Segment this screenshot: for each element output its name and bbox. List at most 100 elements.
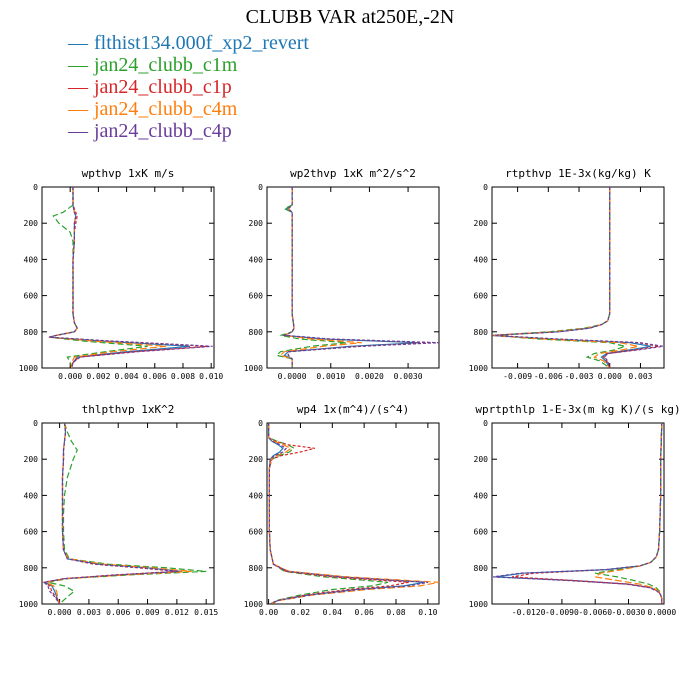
x-tick-label: 0.010 [199, 372, 223, 381]
x-tick-label: 0.008 [171, 372, 195, 381]
y-tick-label: 800 [474, 328, 489, 337]
y-tick-label: 1000 [469, 600, 488, 609]
chart-panel: wprtpthlp 1-E-3x(m kg K)/(s kg) 0 200 400 60… [469, 403, 681, 617]
legend-marker: — [68, 98, 88, 120]
chart-title: rtpthvp 1E-3x(kg/kg) K [505, 167, 651, 180]
y-tick-label: 0 [258, 419, 263, 428]
x-tick-label: -0.009 [503, 372, 532, 381]
legend-label: jan24_clubb_c1m [94, 54, 238, 76]
series-line [492, 187, 628, 368]
x-tick-label: 0.00 [259, 608, 278, 617]
chart-frame [491, 186, 665, 369]
series-line [42, 423, 179, 604]
y-tick-label: 800 [24, 328, 39, 337]
series-line [282, 187, 439, 368]
legend-label: jan24_clubb_c1p [94, 76, 232, 98]
series-line [275, 187, 347, 368]
chart-frame [266, 186, 440, 369]
x-tick-label: 0.003 [77, 608, 101, 617]
y-tick-label: 800 [474, 564, 489, 573]
y-tick-label: 200 [474, 455, 489, 464]
chart-title: wprtpthlp 1-E-3x(m kg K)/(s kg) [475, 403, 680, 416]
legend-item: — flthist134.000f_xp2_revert [68, 32, 309, 54]
series-line [43, 423, 192, 604]
x-tick-label: 0.0010 [316, 372, 345, 381]
legend-marker: — [68, 32, 88, 54]
legend-marker: — [68, 54, 88, 76]
y-tick-label: 0 [483, 183, 488, 192]
x-tick-label: 0.006 [106, 608, 130, 617]
series-line [492, 187, 664, 368]
chart-title: wpthvp 1xK m/s [82, 167, 175, 180]
y-tick-label: 600 [249, 292, 264, 301]
chart-frame [41, 422, 215, 605]
y-tick-label: 1000 [19, 364, 38, 373]
x-tick-label: 0.08 [386, 608, 405, 617]
x-tick-label: 0.002 [86, 372, 110, 381]
x-tick-label: 0.009 [135, 608, 159, 617]
legend-label: jan24_clubb_c4p [94, 120, 232, 142]
x-tick-label: 0.0020 [355, 372, 384, 381]
y-tick-label: 800 [24, 564, 39, 573]
chart-panel: thlpthvp 1xK^2 0 200 400 600 800 1000 0.000 0.00… [19, 403, 219, 617]
chart-frame [266, 422, 440, 605]
y-tick-label: 800 [249, 328, 264, 337]
figure-title: CLUBB VAR at250E,-2N [245, 6, 455, 28]
series-line [268, 423, 429, 604]
series-line [511, 423, 663, 604]
series-line [268, 423, 389, 604]
y-tick-label: 600 [249, 528, 264, 537]
legend-label: flthist134.000f_xp2_revert [94, 32, 309, 54]
y-tick-label: 200 [24, 455, 39, 464]
y-tick-label: 400 [474, 491, 489, 500]
chart-frame [491, 422, 665, 605]
x-tick-label: 0.0000 [278, 372, 307, 381]
x-tick-label: 0.000 [598, 372, 622, 381]
y-tick-label: 600 [474, 292, 489, 301]
series-line [493, 423, 663, 604]
series-line [47, 423, 207, 604]
y-tick-label: 0 [258, 183, 263, 192]
x-tick-label: -0.003 [565, 372, 594, 381]
y-tick-label: 200 [249, 455, 264, 464]
y-tick-label: 1000 [244, 600, 263, 609]
legend-item: — jan24_clubb_c1m [68, 54, 237, 76]
y-tick-label: 1000 [19, 600, 38, 609]
y-tick-label: 400 [24, 255, 39, 264]
y-tick-label: 200 [24, 219, 39, 228]
legend-item: — jan24_clubb_c1p [68, 76, 232, 98]
chart-panel: wp2thvp 1xK m^2/s^2 0 200 400 600 800 1000 0.00… [244, 167, 440, 381]
y-tick-label: 200 [249, 219, 264, 228]
x-tick-label: 0.012 [165, 608, 189, 617]
chart-frame [41, 186, 215, 369]
y-tick-label: 400 [474, 255, 489, 264]
series-line [48, 187, 191, 368]
x-tick-label: -0.0120 [512, 608, 546, 617]
x-tick-label: 0.004 [115, 372, 139, 381]
x-tick-label: 0.04 [323, 608, 342, 617]
legend-label: jan24_clubb_c4m [94, 98, 238, 120]
series-line [593, 423, 663, 604]
series-line [43, 423, 182, 604]
y-tick-label: 1000 [469, 364, 488, 373]
y-tick-label: 600 [24, 292, 39, 301]
x-tick-label: -0.0030 [612, 608, 646, 617]
legend-item: — jan24_clubb_c4p [68, 120, 232, 142]
x-tick-label: 0.000 [48, 608, 72, 617]
legend-item: — jan24_clubb_c4m [68, 98, 237, 120]
series-line [48, 187, 148, 368]
x-tick-label: 0.02 [291, 608, 310, 617]
series-line [595, 423, 663, 604]
x-tick-label: -0.006 [534, 372, 563, 381]
y-tick-label: 0 [483, 419, 488, 428]
y-tick-label: 800 [249, 564, 264, 573]
x-tick-label: -0.0060 [578, 608, 612, 617]
chart-title: thlpthvp 1xK^2 [82, 403, 175, 416]
y-tick-label: 200 [474, 219, 489, 228]
chart-title: wp4 1x(m^4)/(s^4) [297, 403, 410, 416]
legend-marker: — [68, 76, 88, 98]
y-tick-label: 400 [249, 255, 264, 264]
y-tick-label: 0 [33, 183, 38, 192]
y-tick-label: 0 [33, 419, 38, 428]
